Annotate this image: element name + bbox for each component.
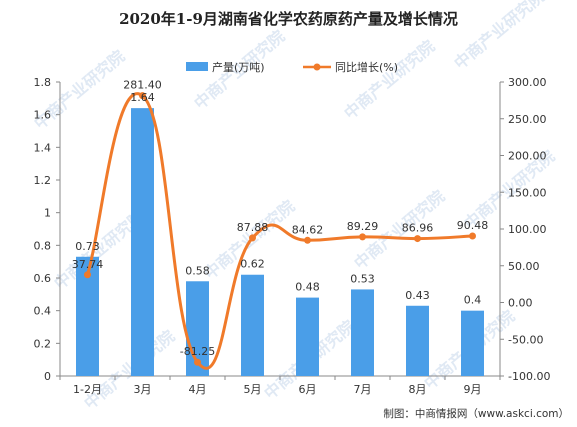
y-right-tick-label: 50.00 <box>508 260 540 273</box>
bar <box>76 256 99 376</box>
legend-bar-label: 产量(万吨) <box>212 60 265 74</box>
bar <box>406 305 429 376</box>
x-tick-label: 5月 <box>244 383 262 396</box>
bar-value-label: 0.53 <box>350 272 375 285</box>
y-left-tick-label: 1.8 <box>34 76 52 89</box>
growth-value-label: 89.29 <box>347 220 379 233</box>
chart-title: 2020年1-9月湖南省化学农药原药产量及增长情况 <box>119 10 458 28</box>
x-tick-label: 7月 <box>354 383 372 396</box>
growth-value-label: 87.88 <box>237 221 269 234</box>
y-left-tick-label: 1 <box>44 207 51 220</box>
y-right-tick-label: 200.00 <box>508 150 547 163</box>
bar-value-label: 0.58 <box>185 264 210 277</box>
x-tick-label: 1-2月 <box>73 383 102 396</box>
y-right-tick-label: 0.00 <box>508 297 533 310</box>
y-right-tick-label: 150.00 <box>508 186 547 199</box>
growth-line <box>86 92 473 370</box>
growth-value-label: 86.96 <box>402 222 434 235</box>
source-credit: 制图：中商情报网（www.askci.com） <box>383 408 569 420</box>
y-right-tick-label: -100.00 <box>508 370 550 383</box>
y-left-tick-label: 0.6 <box>34 272 52 285</box>
x-tick-label: 9月 <box>464 383 482 396</box>
growth-value-label: 90.48 <box>457 219 489 232</box>
bar-value-label: 0.73 <box>75 240 100 253</box>
growth-point <box>414 235 421 243</box>
growth-value-label: -81.25 <box>180 345 215 358</box>
x-tick-label: 4月 <box>189 383 207 396</box>
bar <box>351 289 374 376</box>
watermark-text: 中商产业研究院 <box>340 37 438 124</box>
y-right-tick-label: 250.00 <box>508 113 547 126</box>
watermark-text: 中商产业研究院 <box>450 0 548 73</box>
growth-point <box>194 358 201 366</box>
y-right-tick-label: 300.00 <box>508 76 547 89</box>
bar-value-label: 0.43 <box>405 289 430 302</box>
growth-point <box>304 236 311 244</box>
growth-point <box>469 232 476 240</box>
growth-value-label: 84.62 <box>292 223 324 236</box>
growth-value-label: 281.40 <box>123 79 162 92</box>
growth-point <box>249 234 256 242</box>
bar <box>461 310 484 376</box>
y-left-tick-label: 0.4 <box>34 305 52 318</box>
growth-value-label: 37.74 <box>72 258 104 271</box>
bar-value-label: 0.4 <box>464 294 482 307</box>
y-left-tick-label: 0 <box>44 370 51 383</box>
bar <box>296 297 319 376</box>
bar <box>131 108 154 376</box>
y-right-tick-label: -50.00 <box>508 333 543 346</box>
y-left-tick-label: 1.6 <box>34 109 52 122</box>
growth-point <box>84 271 91 279</box>
bar-value-label: 0.48 <box>295 281 320 294</box>
growth-point <box>139 92 146 100</box>
y-left-tick-label: 0.8 <box>34 239 52 252</box>
growth-point <box>359 233 366 241</box>
y-left-tick-label: 1.4 <box>34 141 52 154</box>
bar-value-label: 1.64 <box>130 91 155 104</box>
x-tick-label: 6月 <box>299 383 317 396</box>
x-tick-label: 8月 <box>409 383 427 396</box>
bar <box>241 274 264 376</box>
legend-bar-swatch <box>186 62 208 71</box>
y-left-tick-label: 0.2 <box>34 337 52 350</box>
bar-value-label: 0.62 <box>240 258 265 271</box>
y-right-tick-label: 100.00 <box>508 223 547 236</box>
legend-line-label: 同比增长(%) <box>335 60 398 74</box>
legend-line-marker <box>313 63 321 71</box>
y-left-tick-label: 1.2 <box>34 174 52 187</box>
x-tick-label: 3月 <box>134 383 152 396</box>
